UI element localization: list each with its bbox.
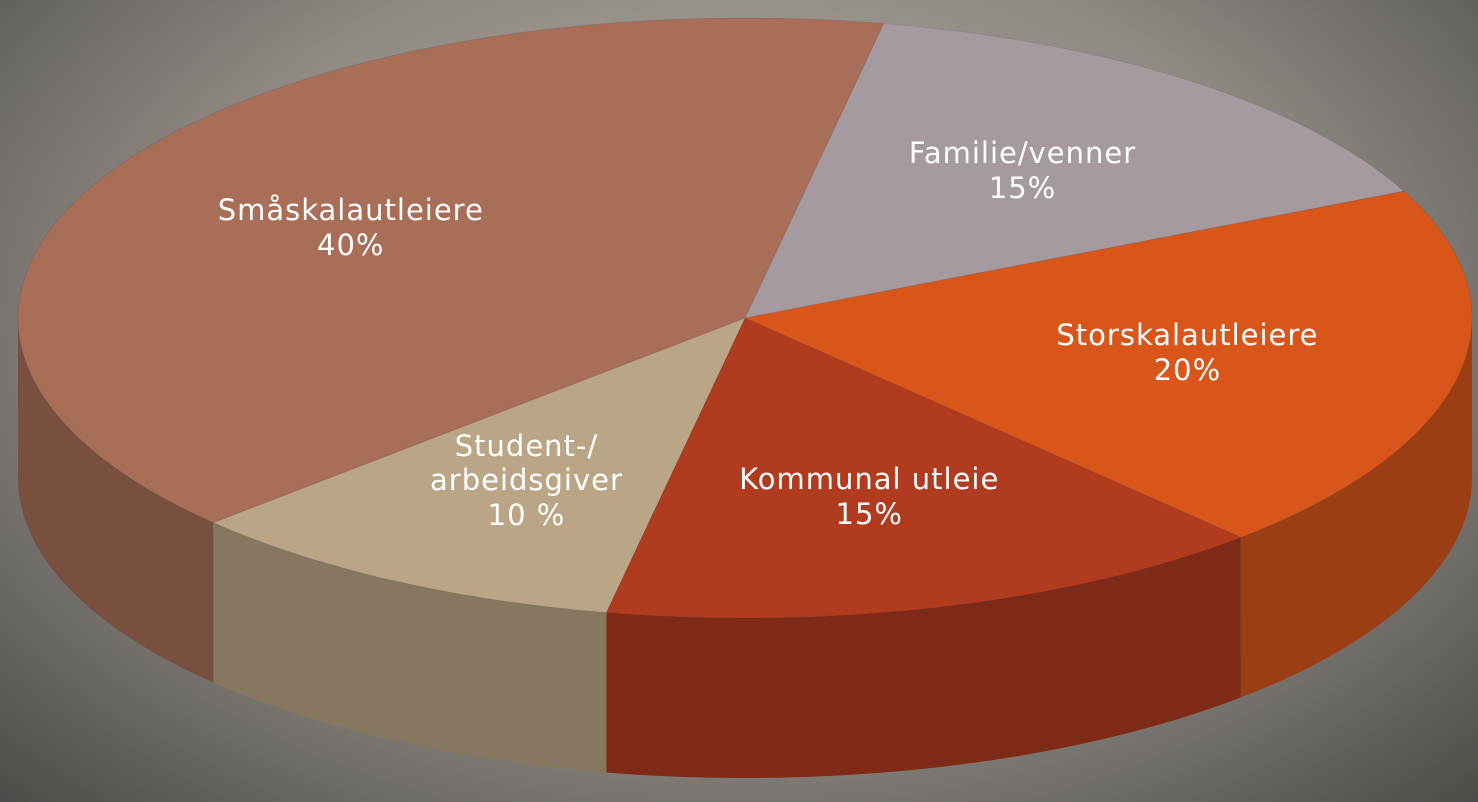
slice-label: Kommunal utleie 15% [739, 462, 999, 532]
slice-label: Student-/ arbeidsgiver 10 % [430, 428, 623, 532]
value-label: 15% [988, 171, 1057, 206]
category-label: Kommunal utleie [739, 461, 1000, 496]
category-label: Student-/ arbeidsgiver [430, 428, 623, 498]
category-label: Storskalautleiere [1056, 318, 1319, 353]
slice [17, 17, 885, 524]
value-label: 10 % [487, 498, 566, 533]
slice [743, 190, 1473, 538]
category-label: Familie/venner [908, 136, 1137, 171]
value-label: 40% [317, 227, 385, 262]
value-label: 15% [835, 496, 903, 531]
slice-label: Storskalautleiere 20% [1056, 319, 1318, 389]
value-label: 20% [1153, 353, 1222, 388]
slice-side [213, 522, 607, 773]
slice [744, 22, 1406, 319]
slice-side [606, 537, 1241, 778]
slice [211, 317, 746, 614]
category-label: Småskalautleiere [217, 193, 484, 228]
slice [605, 317, 1243, 619]
slice-label: Småskalautleiere 40% [218, 193, 484, 263]
slice-side [18, 318, 214, 683]
slice-side [1240, 318, 1472, 698]
slice-label: Familie/venner 15% [909, 137, 1136, 207]
